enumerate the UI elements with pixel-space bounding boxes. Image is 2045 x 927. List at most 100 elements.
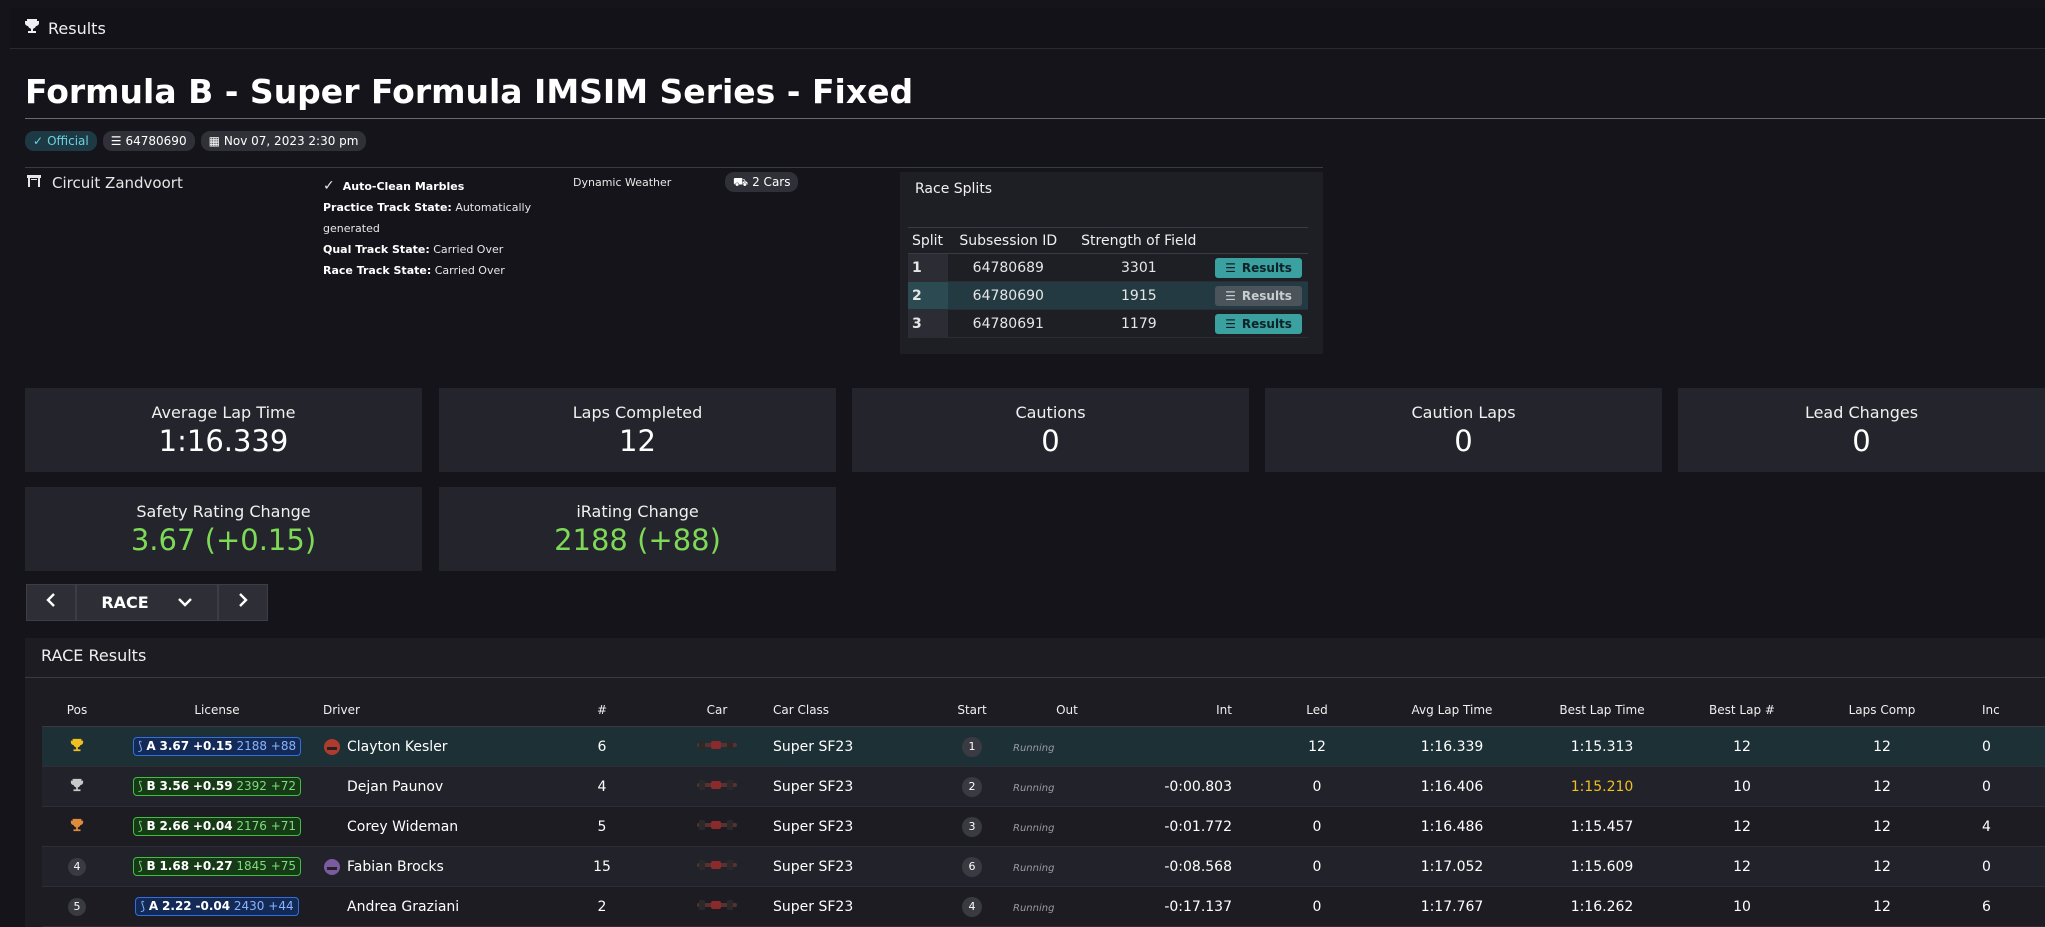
license-badge: ⟆ A 3.67 +0.15 2188 +88 [132,737,302,756]
col-incidents[interactable]: Inc [1952,694,2045,727]
car-cell [662,726,772,767]
col-led[interactable]: Led [1262,694,1372,727]
race-splits-title: Race Splits [915,181,993,197]
laps-completed: 12 [1812,766,1952,807]
avg-lap-time: 1:17.052 [1372,846,1532,887]
check-icon: ✓ [33,134,44,148]
split-results-button[interactable]: ☰ Results [1215,313,1302,334]
col-driver[interactable]: Driver [322,694,542,727]
table-row[interactable]: ⟆ B 3.56 +0.59 2392 +72 Dejan Paunov 4 S… [42,766,2045,807]
laps-completed: 12 [1812,806,1952,847]
car-class: Super SF23 [772,806,932,847]
qual-state-value: Carried Over [433,243,504,256]
interval: -0:17.137 [1122,886,1262,927]
session-select[interactable]: RACE [76,584,218,621]
license-class: B [146,779,156,793]
stat-caution-laps: Caution Laps 0 [1265,388,1662,472]
out-status: Running [1013,862,1055,874]
col-laps-comp[interactable]: Laps Comp [1812,694,1952,727]
stat-laps-completed: Laps Completed 12 [439,388,836,472]
license-cell: ⟆ B 1.68 +0.27 1845 +75 [112,846,322,887]
best-lap-number: 12 [1672,846,1812,887]
split-subsession-id: 64780691 [948,309,1069,338]
license-class: B [146,859,156,873]
stat-value: 3.67 (+0.15) [130,523,317,557]
session-navigator: RACE [26,584,268,621]
col-number[interactable]: # [542,694,662,727]
race-splits-panel: Race Splits Split Subsession ID Strength… [900,172,1323,354]
best-lap-time: 1:15.609 [1532,846,1672,887]
col-interval[interactable]: Int [1122,694,1262,727]
prev-session-button[interactable] [26,584,76,621]
license-class: A [146,739,156,753]
col-pos[interactable]: Pos [42,694,112,727]
col-car-class[interactable]: Car Class [772,694,932,727]
col-split: Split [908,229,948,254]
list-icon: ☰ [1225,260,1236,275]
driver-name[interactable]: Clayton Kesler [347,738,448,755]
col-sof: Strength of Field [1068,229,1210,254]
col-best-lap-number[interactable]: Best Lap # [1672,694,1812,727]
top-bar: Results [10,8,2045,49]
car-class: Super SF23 [772,886,932,927]
next-session-button[interactable] [218,584,268,621]
col-avg-lap[interactable]: Avg Lap Time [1372,694,1532,727]
check-icon: ✓ [323,178,335,194]
driver-cell[interactable]: Corey Wideman [322,806,542,847]
stat-value: 12 [619,424,656,458]
table-row[interactable]: 4 ⟆ B 1.68 +0.27 1845 +75 Fabian Brocks … [42,846,2045,887]
title-divider [25,118,2045,119]
col-out[interactable]: Out [1012,694,1122,727]
track-conditions: ✓ Auto-Clean Marbles Practice Track State… [323,176,553,281]
best-lap-number: 10 [1672,766,1812,807]
license-class: A [148,899,159,913]
table-row[interactable]: ⟆ B 2.66 +0.04 2176 +71 Corey Wideman 5 … [42,806,2045,847]
track-info: Circuit Zandvoort [26,174,183,192]
driver-cell[interactable]: Dejan Paunov [322,766,542,807]
license-sr-delta: -0.04 [195,899,231,913]
stat-label: Safety Rating Change [136,502,311,521]
race-results-panel: RACE Results Pos License Driver # Car Ca… [25,638,2045,927]
car-image [695,778,739,792]
license-class: B [146,819,156,833]
license-badge: ⟆ B 3.56 +0.59 2392 +72 [132,777,302,796]
split-results-button[interactable]: ☰ Results [1215,257,1302,278]
col-best-lap[interactable]: Best Lap Time [1532,694,1672,727]
best-lap-time: 1:15.210 [1532,766,1672,807]
driver-cell[interactable]: Clayton Kesler [322,726,542,767]
interval: -0:01.772 [1122,806,1262,847]
driver-name[interactable]: Corey Wideman [347,818,459,835]
license-irating: 2392 +72 [236,779,297,793]
table-row[interactable]: 5 ⟆ A 2.22 -0.04 2430 +44 Andrea Grazian… [42,886,2045,927]
start-cell: 1 [932,726,1012,767]
track-name: Circuit Zandvoort [52,174,183,192]
driver-name[interactable]: Dejan Paunov [347,778,444,795]
out-status: Running [1013,902,1055,914]
driver-cell[interactable]: Andrea Graziani [322,886,542,927]
driver-name[interactable]: Andrea Graziani [347,898,460,915]
car-image [695,858,739,872]
license-cell: ⟆ B 2.66 +0.04 2176 +71 [112,806,322,847]
col-license[interactable]: License [112,694,322,727]
split-subsession-id: 64780690 [948,281,1069,310]
laps-led: 12 [1262,726,1372,767]
driver-name[interactable]: Fabian Brocks [347,858,444,875]
pos-cell: 4 [42,846,112,887]
license-irating: 2188 +88 [236,739,297,753]
col-car[interactable]: Car [662,694,772,727]
out-cell: Running [1012,886,1122,927]
license-sr-delta: +0.59 [192,779,233,793]
subsession-badge: ☰ 64780690 [102,131,195,151]
table-row[interactable]: ⟆ A 3.67 +0.15 2188 +88 Clayton Kesler 6… [42,726,2045,767]
best-lap-number: 10 [1672,886,1812,927]
start-cell: 2 [932,766,1012,807]
split-sof: 1915 [1068,281,1210,310]
col-start[interactable]: Start [932,694,1012,727]
stat-label: Caution Laps [1411,403,1516,422]
license-sr: 3.67 [159,739,190,753]
driver-cell[interactable]: Fabian Brocks [322,846,542,887]
start-position: 4 [962,896,982,917]
car-number: 4 [542,766,662,807]
pos-cell: 5 [42,886,112,927]
avg-lap-time: 1:16.339 [1372,726,1532,767]
